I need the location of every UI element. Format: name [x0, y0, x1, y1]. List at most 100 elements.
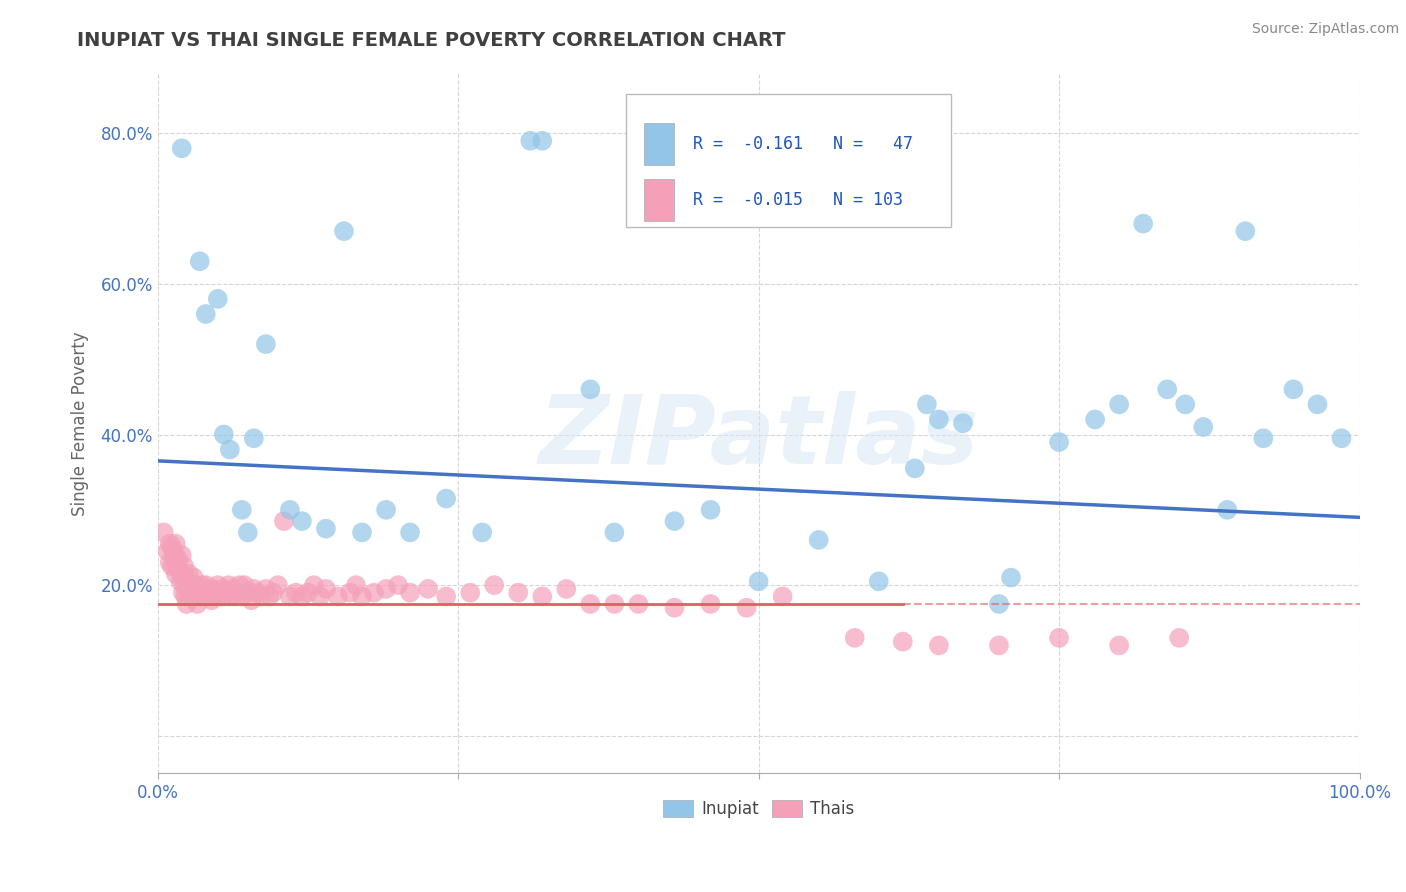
Point	[399, 525, 422, 540]
Point	[1234, 224, 1257, 238]
Point	[471, 525, 494, 540]
Point	[531, 134, 554, 148]
Point	[259, 590, 281, 604]
Point	[152, 525, 174, 540]
Point	[603, 525, 626, 540]
Point	[1330, 431, 1353, 445]
Point	[233, 578, 256, 592]
Point	[928, 412, 950, 426]
Point	[326, 590, 349, 604]
Point	[273, 514, 295, 528]
Point	[180, 590, 202, 604]
Point	[302, 578, 325, 592]
FancyBboxPatch shape	[627, 94, 950, 227]
Text: R =  -0.015   N = 103: R = -0.015 N = 103	[693, 191, 903, 209]
Point	[387, 578, 409, 592]
Point	[174, 590, 197, 604]
Point	[218, 590, 240, 604]
Point	[699, 597, 721, 611]
Point	[555, 582, 578, 596]
Point	[339, 585, 361, 599]
Point	[243, 582, 266, 596]
Point	[868, 574, 890, 589]
Text: ZIPatlas: ZIPatlas	[538, 391, 979, 483]
Point	[315, 522, 337, 536]
Point	[165, 537, 187, 551]
Point	[484, 578, 506, 592]
Point	[200, 585, 222, 599]
Point	[190, 590, 212, 604]
Text: Source: ZipAtlas.com: Source: ZipAtlas.com	[1251, 22, 1399, 37]
Point	[915, 397, 938, 411]
Point	[193, 585, 215, 599]
Point	[1282, 382, 1305, 396]
Point	[1174, 397, 1197, 411]
Point	[1168, 631, 1191, 645]
Point	[221, 582, 243, 596]
Point	[236, 585, 259, 599]
Point	[162, 544, 184, 558]
Point	[519, 134, 541, 148]
Point	[254, 582, 277, 596]
Point	[184, 578, 207, 592]
Point	[891, 634, 914, 648]
Point	[375, 582, 398, 596]
Point	[254, 337, 277, 351]
Point	[434, 590, 457, 604]
Point	[195, 590, 218, 604]
Legend: Inupiat, Thais: Inupiat, Thais	[657, 793, 862, 824]
Point	[579, 597, 602, 611]
Point	[988, 597, 1011, 611]
Point	[194, 578, 217, 592]
Point	[1306, 397, 1329, 411]
Point	[240, 593, 263, 607]
Point	[278, 503, 301, 517]
Point	[169, 574, 191, 589]
Point	[399, 585, 422, 599]
Point	[988, 639, 1011, 653]
Point	[434, 491, 457, 506]
Y-axis label: Single Female Poverty: Single Female Poverty	[72, 331, 89, 516]
Point	[194, 307, 217, 321]
Point	[664, 600, 686, 615]
Point	[218, 442, 240, 457]
Point	[212, 427, 235, 442]
Point	[159, 537, 181, 551]
Point	[344, 578, 367, 592]
Point	[416, 582, 439, 596]
Point	[173, 578, 195, 592]
Point	[207, 292, 229, 306]
Point	[160, 541, 183, 555]
Point	[169, 563, 191, 577]
Point	[224, 590, 246, 604]
Point	[1192, 420, 1215, 434]
Point	[250, 590, 273, 604]
Point	[735, 600, 758, 615]
Point	[179, 578, 201, 592]
Point	[167, 551, 190, 566]
Point	[350, 525, 373, 540]
Point	[243, 431, 266, 445]
Point	[699, 503, 721, 517]
Point	[226, 585, 249, 599]
Point	[904, 461, 927, 475]
Point	[201, 582, 224, 596]
Point	[156, 544, 179, 558]
Point	[212, 590, 235, 604]
Point	[375, 503, 398, 517]
Point	[172, 585, 194, 599]
Point	[748, 574, 770, 589]
Point	[458, 585, 481, 599]
Text: R =  -0.161   N =   47: R = -0.161 N = 47	[693, 135, 912, 153]
Point	[772, 590, 794, 604]
Point	[218, 578, 240, 592]
Point	[160, 559, 183, 574]
Point	[183, 571, 205, 585]
Point	[204, 590, 226, 604]
Point	[181, 582, 204, 596]
Point	[188, 254, 211, 268]
Point	[211, 582, 233, 596]
Point	[177, 582, 200, 596]
Point	[197, 582, 219, 596]
Point	[627, 597, 650, 611]
